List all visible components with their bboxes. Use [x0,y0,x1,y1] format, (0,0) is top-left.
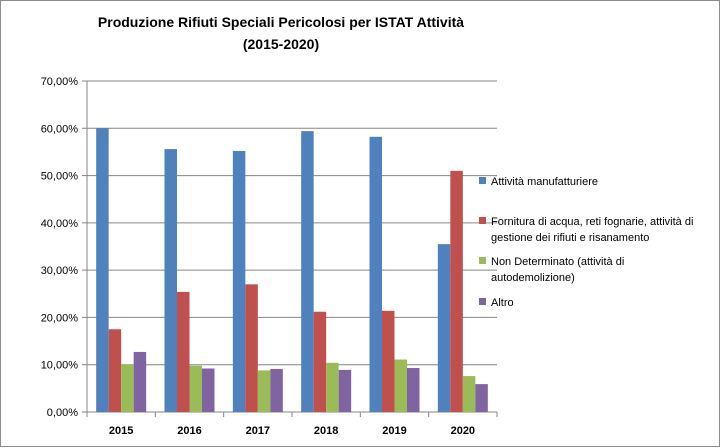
bar [394,359,407,412]
legend-label: Fornitura di acqua, reti fognarie, attiv… [491,216,694,244]
chart-title: Produzione Rifiuti Speciali Pericolosi p… [97,14,465,30]
legend-label: Attività manufatturiere [491,176,598,188]
bar [270,368,283,412]
y-tick-label: 10,00% [41,360,79,372]
x-tick-label: 2020 [451,425,475,437]
bar [301,131,314,412]
legend-swatch [479,217,486,224]
bar [245,284,258,412]
bar [177,291,190,412]
y-tick-label: 50,00% [41,171,79,183]
bar [407,368,420,412]
x-tick-label: 2016 [177,425,201,437]
y-tick-label: 60,00% [41,123,79,135]
y-tick-label: 40,00% [41,218,79,230]
bar [338,369,352,412]
bar [475,384,488,412]
bar [462,376,476,412]
bar [369,136,382,412]
bar [232,150,246,413]
x-tick-label: 2015 [109,425,133,437]
bar [108,329,122,412]
bar [257,370,271,412]
x-tick-label: 2019 [382,425,406,437]
legend-swatch [479,177,486,184]
bar [202,368,215,412]
y-tick-label: 20,00% [41,312,79,324]
bar [164,149,177,412]
legend-swatch [479,298,486,305]
y-tick-label: 0,00% [47,407,78,419]
chart-subtitle: (2015-2020) [242,36,320,52]
x-tick-label: 2017 [246,425,270,437]
bar [437,244,451,412]
legend-label: Non Determinato (attività di autodemoliz… [491,256,625,284]
bar [121,364,134,412]
y-tick-label: 30,00% [41,265,79,277]
bar [450,170,463,412]
bar [382,310,395,412]
bar [313,311,327,412]
legend-swatch [479,257,486,264]
bar [326,362,339,412]
x-tick-label: 2018 [314,425,338,437]
legend-label: Altro [491,297,514,309]
bar [96,128,109,412]
y-tick-label: 70,00% [41,76,79,88]
bar [189,365,202,412]
bar [133,351,147,412]
